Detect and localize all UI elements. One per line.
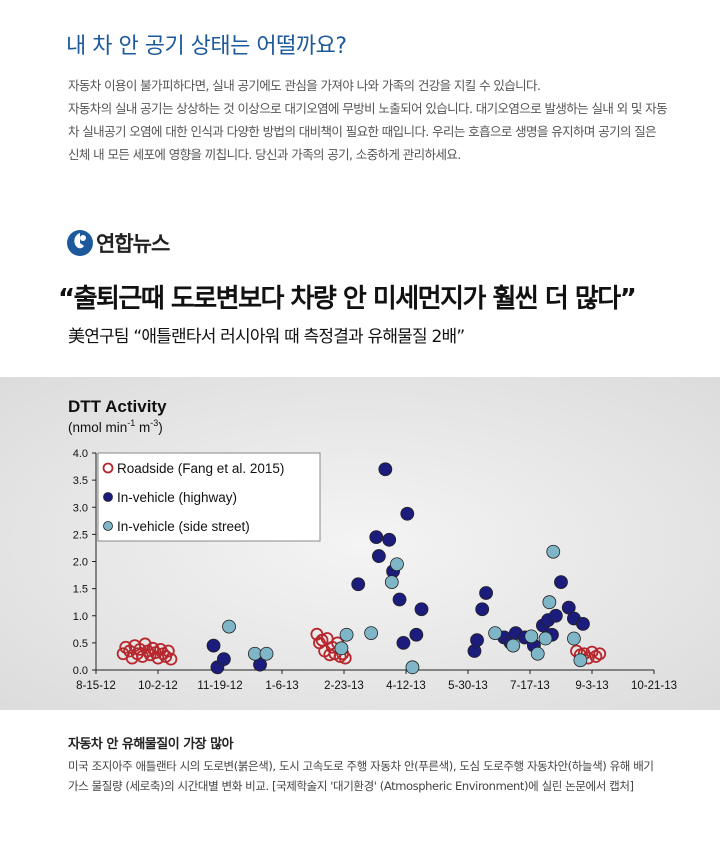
data-point: [351, 577, 366, 592]
y-tick-label: 0.0: [73, 665, 88, 677]
data-point: [573, 653, 588, 668]
data-point: [567, 631, 581, 646]
chart-svg: DTT Activity (nmol min-1 m-3) 0.0 0.5 1.0 1…: [0, 377, 720, 710]
data-point: [554, 575, 568, 590]
series-1: [116, 627, 607, 666]
legend-marker: [102, 462, 114, 474]
legend-marker: [103, 492, 113, 502]
x-tick-label: 10-2-12: [138, 680, 178, 692]
data-point: [488, 626, 503, 641]
data-point: [538, 631, 553, 646]
data-point: [542, 595, 557, 610]
intro-text: 자동차 이용이 불가피하다면, 실내 공기에도 관심을 가져야 나와 가족의 건…: [68, 74, 668, 166]
data-point: [371, 549, 386, 563]
dtt-chart: DTT Activity (nmol min-1 m-3) 0.0 0.5 1.0 1…: [0, 377, 720, 710]
data-point: [384, 575, 399, 590]
x-tick-label: 8-15-12: [76, 680, 116, 692]
x-tick-label: 1-6-13: [265, 680, 298, 692]
data-point: [247, 646, 262, 661]
y-tick-label: 0.5: [73, 638, 88, 650]
data-point: [259, 646, 274, 661]
legend-label: Roadside (Fang et al. 2015): [117, 461, 284, 476]
yonhap-logo-icon: [67, 230, 93, 256]
x-tick-label: 9-3-13: [575, 680, 608, 692]
data-point: [339, 627, 354, 642]
data-point: [119, 640, 133, 654]
data-point: [334, 641, 349, 656]
y-tick-label: 2.0: [73, 557, 88, 569]
data-point: [161, 644, 175, 658]
y-tick-label: 2.5: [73, 529, 88, 541]
data-point: [400, 506, 415, 521]
caption-text: 미국 조지아주 애틀랜타 시의 도로변(붉은색), 도시 고속도로 주행 자동차…: [68, 759, 654, 793]
data-point: [390, 557, 404, 572]
data-point: [206, 638, 221, 653]
data-point: [405, 660, 420, 675]
intro-paragraph-2: 자동차의 실내 공기는 상상하는 것 이상으로 대기오염에 무방비 노출되어 있…: [68, 101, 668, 162]
x-tick-label: 2-23-13: [324, 680, 364, 692]
y-tick-label: 3.5: [73, 475, 88, 487]
subheadline: 美연구팀 “애틀랜타서 러시아워 때 측정결과 유해물질 2배”: [68, 327, 465, 347]
data-point: [576, 616, 590, 631]
caption-title: 자동차 안 유해물질이 가장 많아: [68, 737, 234, 752]
data-point: [506, 638, 521, 653]
x-tick-label: 7-17-13: [510, 680, 550, 692]
data-point: [524, 629, 539, 644]
data-point: [382, 532, 397, 547]
data-point: [364, 626, 379, 641]
data-point: [369, 530, 384, 544]
legend-marker: [103, 521, 113, 531]
y-tick-label: 4.0: [73, 448, 88, 460]
data-point: [548, 608, 563, 623]
x-tick-label: 11-19-12: [197, 680, 242, 692]
data-point: [530, 646, 545, 661]
data-point: [378, 462, 393, 477]
data-point: [222, 619, 236, 634]
chart-legend: Roadside (Fang et al. 2015) In-vehicle (h…: [97, 452, 321, 542]
news-brand: 연합뉴스: [66, 226, 170, 260]
headline: “출퇴근때 도로변보다 차량 안 미세먼지가 훨씬 더 많다”: [58, 284, 637, 314]
intro-paragraph-1: 자동차 이용이 불가피하다면, 실내 공기에도 관심을 가져야 나와 가족의 건…: [68, 78, 541, 93]
chart-background: [0, 377, 720, 710]
y-axis-label: (nmol min-1 m-3): [68, 418, 163, 435]
chart-title: DTT Activity: [68, 397, 167, 416]
data-point: [479, 586, 493, 600]
data-point: [392, 592, 407, 607]
data-point: [414, 602, 429, 617]
article-title: 내 차 안 공기 상태는 어떨까요?: [66, 34, 347, 59]
data-point: [470, 633, 484, 648]
data-point: [216, 652, 231, 667]
x-tick-label: 4-12-13: [386, 680, 426, 692]
x-tick-label: 5-30-13: [448, 680, 488, 692]
y-tick-label: 1.0: [73, 611, 88, 623]
y-tick-label: 1.5: [73, 584, 88, 596]
legend-label: In-vehicle (highway): [117, 490, 237, 505]
x-tick-label: 10-21-13: [631, 680, 677, 692]
data-point: [593, 647, 607, 661]
data-point: [396, 635, 411, 650]
data-point: [546, 544, 561, 559]
data-point: [409, 627, 424, 642]
series-3: [222, 544, 588, 675]
legend-label: In-vehicle (side street): [117, 519, 250, 534]
data-point: [164, 652, 178, 666]
data-point: [475, 602, 490, 617]
legend-box: [97, 452, 321, 542]
y-tick-label: 3.0: [73, 502, 88, 514]
brand-name: 연합뉴스: [96, 232, 170, 256]
